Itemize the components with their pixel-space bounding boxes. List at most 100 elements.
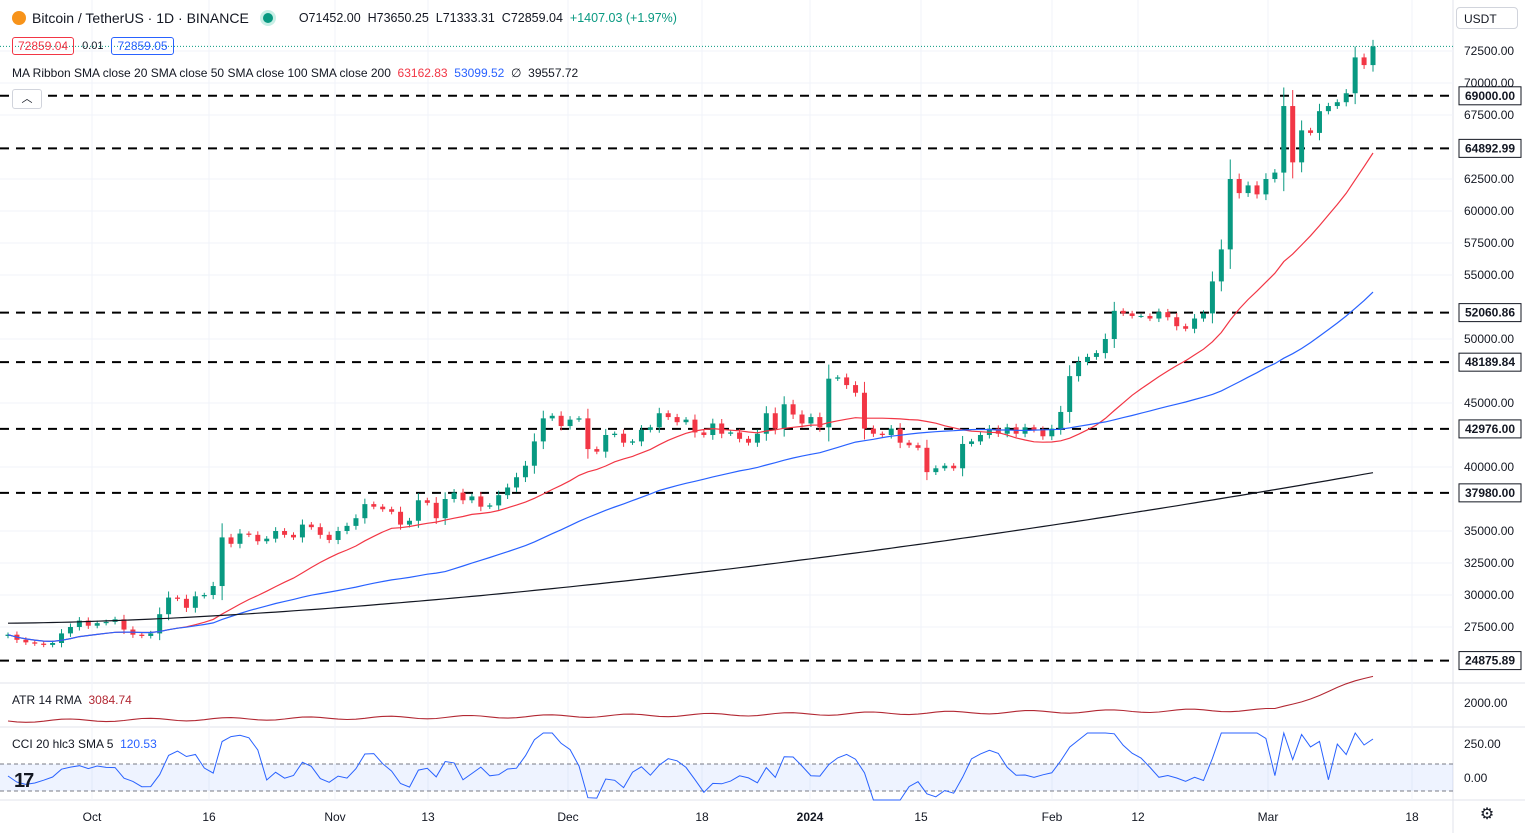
price-tick-label: 35000.00 xyxy=(1464,524,1514,538)
ma-ribbon-legend[interactable]: MA Ribbon SMA close 20 SMA close 50 SMA … xyxy=(12,66,578,80)
symbol-title[interactable]: Bitcoin / TetherUS · 1D · BINANCE xyxy=(32,10,249,26)
candle-body xyxy=(1040,429,1046,437)
candle-body xyxy=(1147,315,1153,319)
candle-body xyxy=(344,525,350,531)
candle-body xyxy=(478,496,484,507)
candle-body xyxy=(415,500,421,521)
ohlc-change: +1407.03 (+1.97%) xyxy=(569,11,677,25)
price-tick-label: 60000.00 xyxy=(1464,204,1514,218)
candle-body xyxy=(487,505,493,507)
candle-body xyxy=(835,377,841,379)
sell-price-button[interactable]: 72859.04 xyxy=(12,37,75,55)
candle-body xyxy=(85,620,91,626)
candle-body xyxy=(701,432,707,435)
time-axis-label: Feb xyxy=(1042,810,1063,824)
candles-group xyxy=(5,39,1376,648)
level-price-tag xyxy=(1458,483,1522,503)
candle-body xyxy=(772,413,778,429)
candle-body xyxy=(567,419,573,427)
ma-ribbon-v50: 53099.52 xyxy=(454,66,505,80)
candle-body xyxy=(960,443,966,469)
candle-body xyxy=(94,623,100,626)
candle-body xyxy=(308,524,314,528)
quote-box: 72859.04 0.01 72859.05 xyxy=(12,36,174,56)
candle-body xyxy=(576,418,582,420)
candle-body xyxy=(380,506,386,510)
cci-band xyxy=(0,764,1453,791)
candle-body xyxy=(255,534,261,542)
settings-gear-icon[interactable]: ⚙ xyxy=(1479,806,1495,823)
candle-body xyxy=(1102,339,1108,354)
candle-body xyxy=(879,433,885,435)
buy-price-button[interactable]: 72859.05 xyxy=(111,37,174,55)
candle-body xyxy=(522,465,528,478)
candle-body xyxy=(1370,46,1376,66)
level-price-label: 37980.00 xyxy=(1465,486,1515,500)
candle-body xyxy=(228,537,234,544)
candle-body xyxy=(790,404,796,415)
candle-body xyxy=(1076,362,1082,377)
candle-body xyxy=(1352,57,1358,94)
time-axis-label: 12 xyxy=(1131,810,1145,824)
candle-body xyxy=(1254,185,1260,195)
candle-body xyxy=(1316,111,1322,133)
candle-body xyxy=(603,435,609,452)
candle-body xyxy=(594,449,600,452)
candle-body xyxy=(826,378,832,428)
candle-body xyxy=(1361,57,1367,66)
level-price-label: 48189.84 xyxy=(1465,355,1515,369)
candle-body xyxy=(1209,281,1215,314)
candle-body xyxy=(1281,106,1287,173)
candle-body xyxy=(1227,179,1233,250)
candle-body xyxy=(496,495,502,506)
cci-legend[interactable]: CCI 20 hlc3 SMA 5 120.53 xyxy=(12,737,157,751)
candle-body xyxy=(317,527,323,535)
candle-body xyxy=(781,404,787,429)
candle-body xyxy=(647,427,653,430)
time-axis-label: 18 xyxy=(695,810,709,824)
candle-body xyxy=(924,447,930,473)
candle-body xyxy=(201,595,207,597)
candle-body xyxy=(638,429,644,442)
level-price-label: 42976.00 xyxy=(1465,422,1515,436)
candle-body xyxy=(514,477,520,488)
candle-body xyxy=(1192,318,1198,329)
price-tick-label: 30000.00 xyxy=(1464,588,1514,602)
candle-body xyxy=(719,423,725,434)
candle-body xyxy=(1290,106,1296,163)
price-tick-label: 45000.00 xyxy=(1464,396,1514,410)
candle-body xyxy=(210,586,216,595)
cci-label: CCI 20 hlc3 SMA 5 xyxy=(12,737,114,751)
candle-body xyxy=(710,423,716,435)
candle-body xyxy=(1120,310,1126,314)
candle-body xyxy=(1049,428,1055,437)
candle-body xyxy=(808,417,814,424)
candle-body xyxy=(59,633,65,643)
time-axis-label: 18 xyxy=(1405,810,1419,824)
atr-label: ATR 14 RMA xyxy=(12,693,82,707)
currency-select[interactable]: USDT xyxy=(1456,7,1518,29)
time-axis-label: Mar xyxy=(1258,810,1279,824)
candle-body xyxy=(995,428,1001,434)
candle-body xyxy=(531,441,537,466)
ma-ribbon-label: MA Ribbon SMA close 20 SMA close 50 SMA … xyxy=(12,66,391,80)
candle-body xyxy=(728,432,734,434)
atr-legend[interactable]: ATR 14 RMA 3084.74 xyxy=(12,693,132,707)
level-price-tag xyxy=(1458,138,1522,158)
level-price-tag xyxy=(1458,303,1522,323)
candle-body xyxy=(799,414,805,424)
level-price-label: 69000.00 xyxy=(1465,89,1515,103)
time-axis-label: Dec xyxy=(557,810,578,824)
candle-body xyxy=(612,433,618,435)
tradingview-logo-icon[interactable]: 17 xyxy=(14,770,34,792)
candle-body xyxy=(460,492,466,501)
candle-body xyxy=(282,531,288,535)
candle-body xyxy=(951,465,957,469)
collapse-legend-button[interactable]: ︿ xyxy=(12,89,42,109)
price-tick-label: 67500.00 xyxy=(1464,108,1514,122)
candle-body xyxy=(451,492,457,499)
candle-body xyxy=(1334,102,1340,107)
ma-ribbon-v200: 39557.72 xyxy=(528,66,579,80)
ohlc-readout: O71452.00 H73650.25 L71333.31 C72859.04 … xyxy=(299,11,677,25)
